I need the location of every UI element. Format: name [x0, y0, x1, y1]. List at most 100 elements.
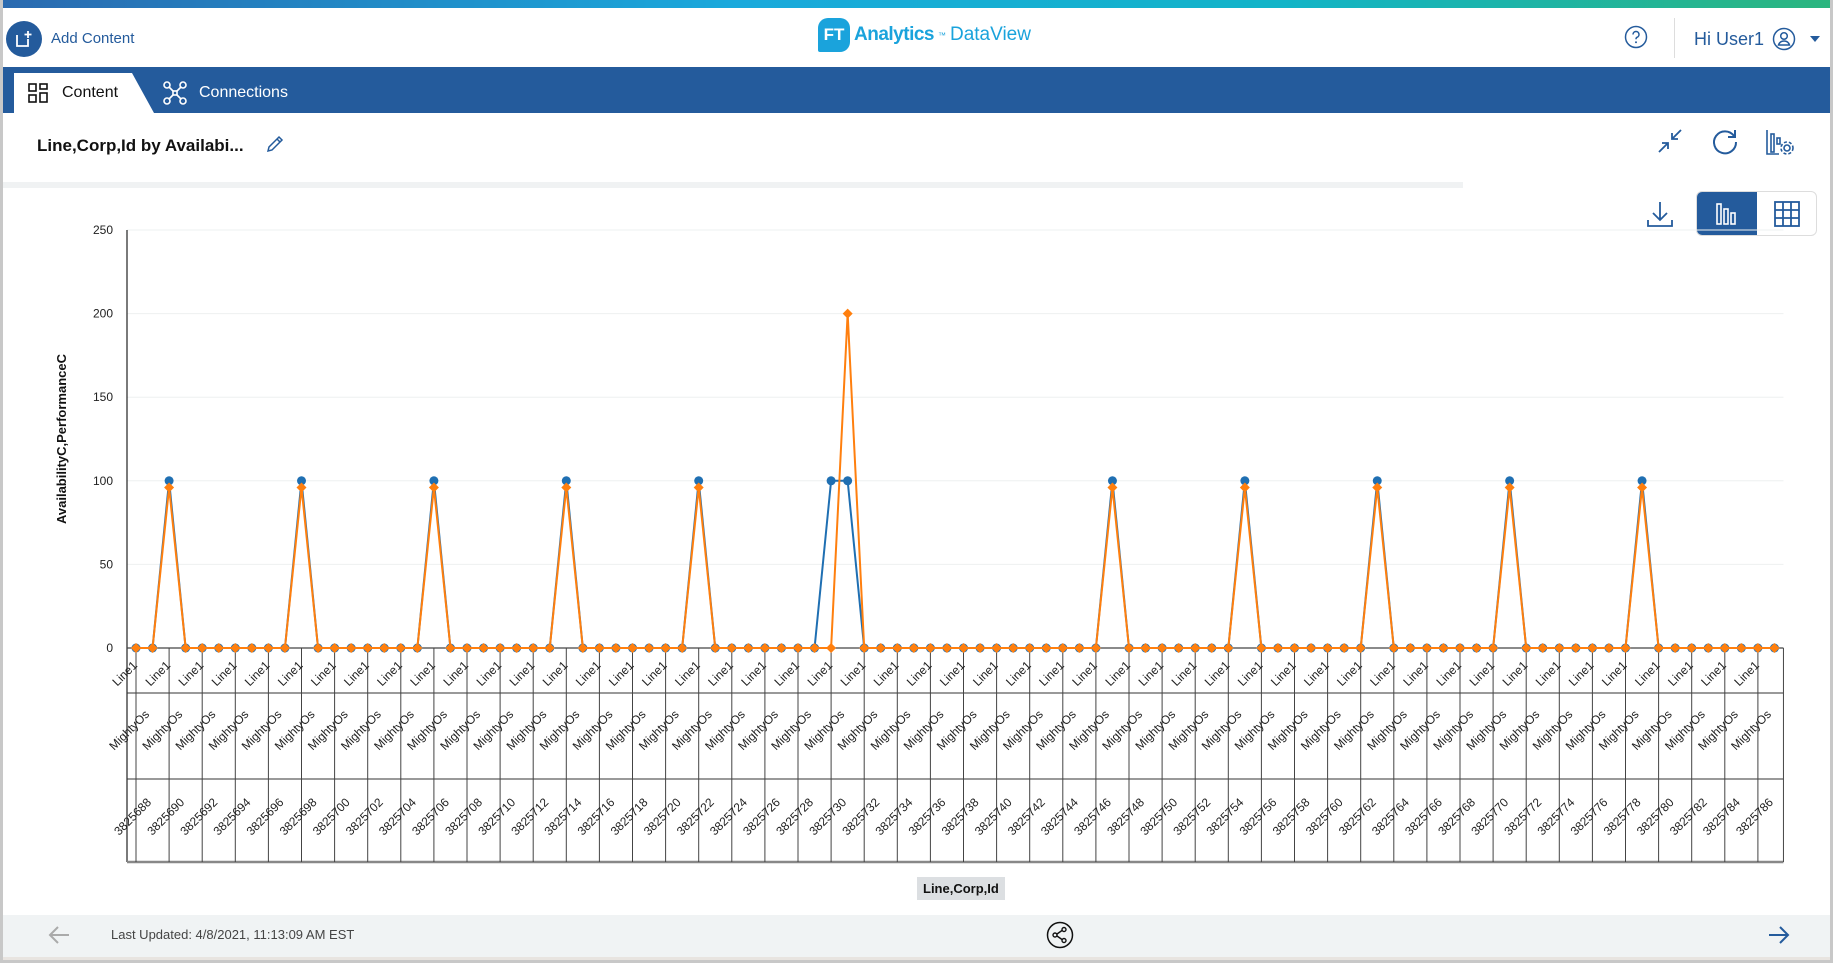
data-point: [1554, 643, 1565, 653]
data-point: [1124, 643, 1134, 653]
data-point: [197, 643, 208, 653]
add-content-icon: [16, 31, 32, 47]
edit-pencil-icon[interactable]: [265, 134, 285, 154]
add-content-label[interactable]: Add Content: [51, 30, 135, 47]
footer: Last Updated: 4/8/2021, 11:13:09 AM EST: [3, 915, 1830, 960]
data-point: [1736, 643, 1747, 653]
data-point: [1223, 643, 1234, 653]
data-point: [908, 643, 919, 653]
y-tick-label: 150: [93, 390, 113, 404]
data-point: [1140, 643, 1151, 653]
data-point: [1107, 482, 1118, 493]
y-axis-title: AvailabilityC,PerformanceC: [54, 353, 69, 524]
app-window: Add Content FT Analytics ™ DataView Hi Use…: [3, 0, 1830, 960]
data-point: [445, 643, 456, 653]
data-point: [1521, 643, 1532, 653]
arrow-right-icon[interactable]: [1768, 925, 1790, 945]
data-point: [859, 643, 870, 653]
data-point: [1719, 643, 1730, 653]
data-point: [694, 476, 704, 486]
data-point: [1240, 476, 1250, 486]
divider: [3, 182, 1463, 188]
widget-title: Line,Corp,Id by Availabi...: [37, 136, 244, 155]
data-point: [412, 643, 423, 653]
share-icon[interactable]: [1046, 921, 1074, 949]
view-toggle: [1696, 191, 1817, 236]
data-point: [710, 643, 721, 653]
arrow-left-icon[interactable]: [48, 925, 70, 945]
data-point: [677, 643, 688, 653]
data-point: [544, 643, 555, 653]
data-point: [1206, 643, 1217, 653]
refresh-icon[interactable]: [1711, 128, 1739, 156]
data-point: [180, 643, 191, 653]
dashboard-icon: [28, 83, 48, 103]
last-updated: Last Updated: 4/8/2021, 11:13:09 AM EST: [111, 927, 355, 942]
data-point: [826, 643, 837, 653]
data-point: [1107, 476, 1117, 486]
data-point: [263, 643, 274, 653]
logo: FT Analytics ™ DataView: [818, 18, 1031, 52]
data-point: [1272, 643, 1283, 653]
data-point: [793, 643, 803, 653]
tab-content[interactable]: Content: [14, 73, 154, 113]
data-point: [131, 643, 141, 653]
chart-view-button[interactable]: [1697, 192, 1757, 235]
user-menu[interactable]: Hi User1: [1694, 27, 1796, 51]
data-point: [1355, 643, 1366, 653]
series-line: [136, 313, 1775, 649]
data-point: [528, 643, 539, 653]
data-point: [991, 643, 1002, 653]
data-point: [246, 643, 257, 653]
data-point: [1703, 643, 1714, 653]
data-point: [428, 482, 439, 493]
data-point: [875, 643, 886, 653]
data-point: [1537, 643, 1548, 653]
data-point: [759, 643, 770, 653]
chevron-down-icon[interactable]: [1810, 36, 1820, 42]
data-point: [1670, 643, 1681, 653]
data-point: [1256, 643, 1267, 653]
data-point: [164, 476, 174, 486]
data-point: [1057, 643, 1068, 653]
data-point: [495, 643, 506, 653]
collapse-icon[interactable]: [1657, 128, 1683, 154]
data-point: [1306, 643, 1317, 653]
data-point: [1603, 643, 1614, 653]
table-view-button[interactable]: [1757, 192, 1816, 235]
header-divider: [1674, 18, 1675, 58]
data-point: [610, 643, 621, 653]
data-point: [1471, 643, 1482, 653]
data-point: [362, 643, 373, 653]
data-point: [313, 643, 324, 653]
bar-chart-icon: [1716, 202, 1736, 225]
user-avatar-icon: [1772, 27, 1796, 51]
data-point: [577, 643, 588, 653]
data-point: [1190, 643, 1201, 653]
data-point: [279, 643, 290, 653]
add-content-button[interactable]: [6, 21, 42, 57]
download-icon[interactable]: [1646, 200, 1674, 228]
data-point: [842, 308, 853, 319]
data-point: [1157, 643, 1168, 653]
data-point: [296, 482, 307, 493]
data-point: [1090, 643, 1101, 653]
y-tick-label: 250: [93, 223, 113, 237]
data-point: [164, 482, 175, 493]
data-point: [1637, 482, 1648, 493]
nav-bar: Content Connections: [3, 67, 1830, 113]
data-point: [892, 643, 903, 653]
data-point: [1570, 643, 1581, 653]
data-point: [1388, 643, 1399, 653]
chart-settings-icon[interactable]: [1765, 128, 1795, 156]
tab-connections[interactable]: Connections: [163, 73, 288, 113]
data-point: [511, 643, 522, 653]
data-point: [1008, 643, 1019, 653]
y-tick-label: 50: [100, 557, 114, 571]
data-point: [379, 643, 390, 653]
data-point: [843, 476, 853, 486]
data-point: [1587, 643, 1598, 653]
top-accent-bar: [3, 0, 1830, 8]
data-point: [1074, 643, 1085, 653]
help-icon[interactable]: [1624, 25, 1648, 49]
